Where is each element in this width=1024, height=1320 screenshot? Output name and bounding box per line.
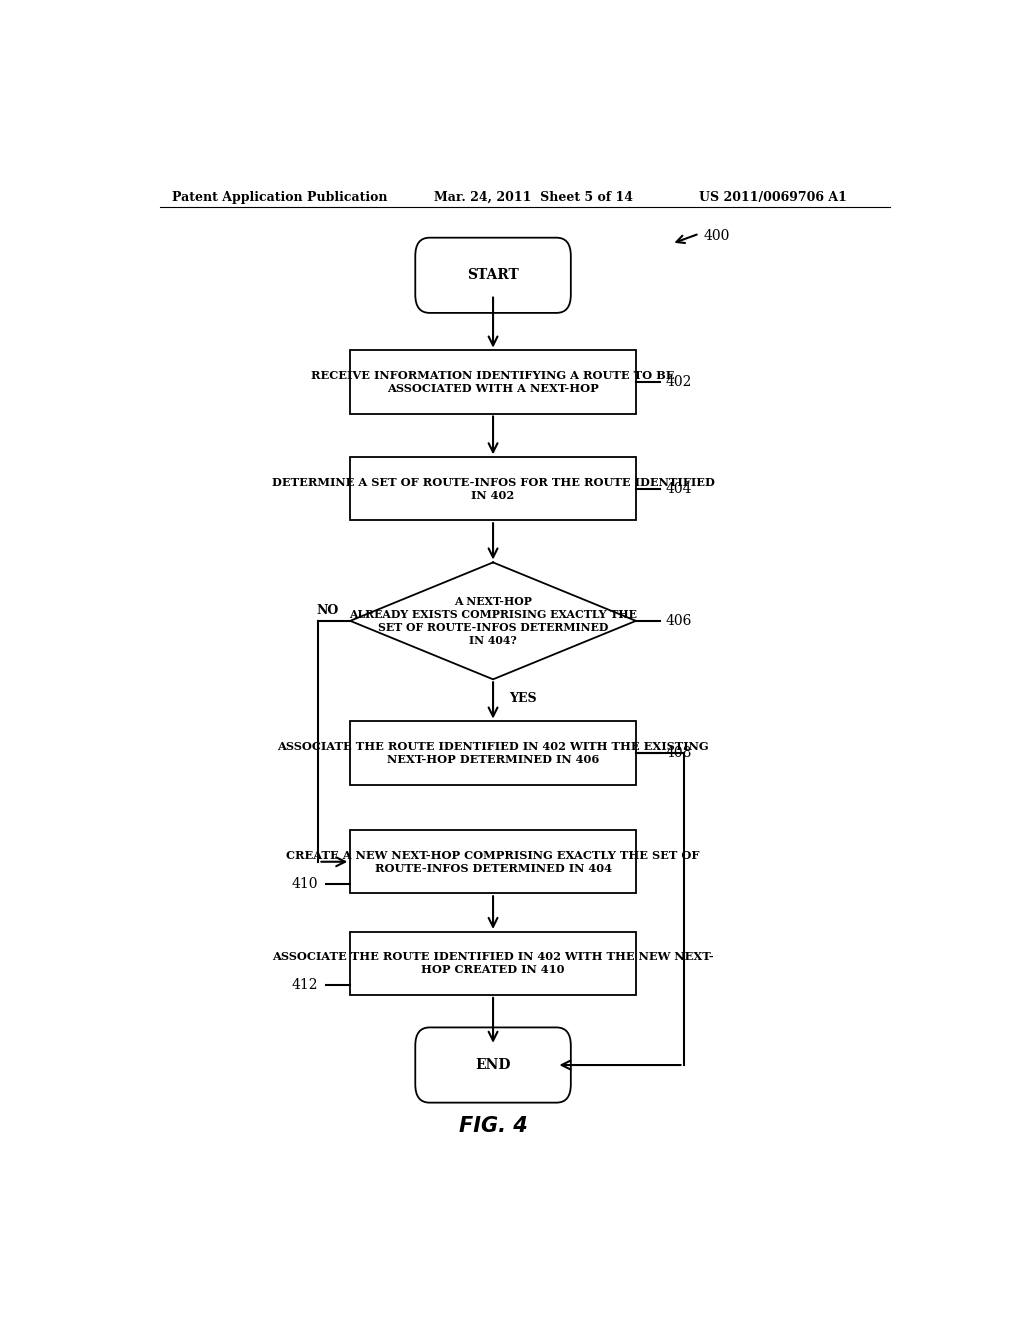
Text: 402: 402: [666, 375, 692, 389]
Text: 400: 400: [703, 228, 730, 243]
Text: YES: YES: [509, 692, 537, 705]
Text: Patent Application Publication: Patent Application Publication: [172, 190, 387, 203]
FancyBboxPatch shape: [416, 238, 570, 313]
Text: START: START: [467, 268, 519, 282]
Text: A NEXT-HOP
ALREADY EXISTS COMPRISING EXACTLY THE
SET OF ROUTE-INFOS DETERMINED
I: A NEXT-HOP ALREADY EXISTS COMPRISING EXA…: [349, 597, 637, 645]
Bar: [350, 830, 636, 894]
Text: Mar. 24, 2011  Sheet 5 of 14: Mar. 24, 2011 Sheet 5 of 14: [433, 190, 633, 203]
Bar: [350, 722, 636, 784]
Text: ASSOCIATE THE ROUTE IDENTIFIED IN 402 WITH THE EXISTING
NEXT-HOP DETERMINED IN 4: ASSOCIATE THE ROUTE IDENTIFIED IN 402 WI…: [278, 741, 709, 764]
Text: NO: NO: [316, 605, 338, 618]
Text: 404: 404: [666, 482, 692, 496]
Text: FIG. 4: FIG. 4: [459, 1115, 527, 1137]
Text: 412: 412: [292, 978, 318, 993]
Text: US 2011/0069706 A1: US 2011/0069706 A1: [699, 190, 847, 203]
Text: CREATE A NEW NEXT-HOP COMPRISING EXACTLY THE SET OF
ROUTE-INFOS DETERMINED IN 40: CREATE A NEW NEXT-HOP COMPRISING EXACTLY…: [287, 850, 699, 874]
Bar: [350, 457, 636, 520]
FancyBboxPatch shape: [416, 1027, 570, 1102]
Text: END: END: [475, 1059, 511, 1072]
Text: 410: 410: [292, 876, 318, 891]
Text: DETERMINE A SET OF ROUTE-INFOS FOR THE ROUTE IDENTIFIED
IN 402: DETERMINE A SET OF ROUTE-INFOS FOR THE R…: [271, 477, 715, 500]
Text: RECEIVE INFORMATION IDENTIFYING A ROUTE TO BE
ASSOCIATED WITH A NEXT-HOP: RECEIVE INFORMATION IDENTIFYING A ROUTE …: [311, 370, 675, 393]
Text: 408: 408: [666, 746, 692, 760]
Bar: [350, 932, 636, 995]
Bar: [350, 351, 636, 413]
Text: ASSOCIATE THE ROUTE IDENTIFIED IN 402 WITH THE NEW NEXT-
HOP CREATED IN 410: ASSOCIATE THE ROUTE IDENTIFIED IN 402 WI…: [272, 952, 714, 975]
Text: 406: 406: [666, 614, 692, 628]
